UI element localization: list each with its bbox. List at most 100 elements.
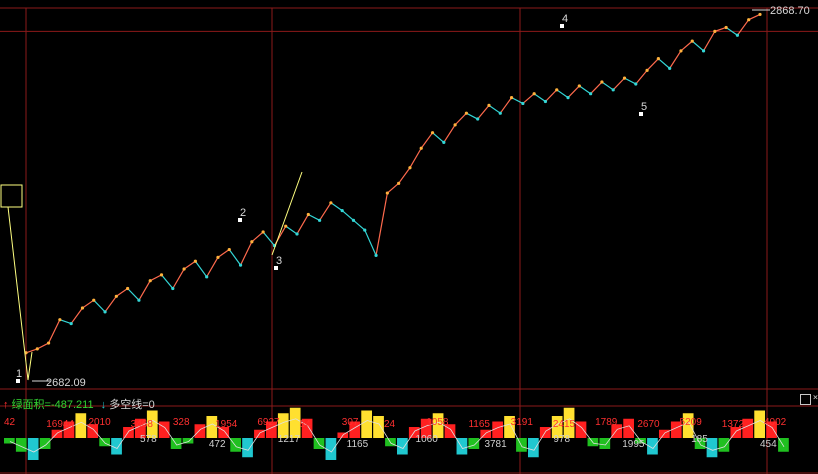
- indicator-bar: [349, 421, 361, 438]
- indicator-subtitle: 多空线=0: [109, 399, 155, 411]
- price-segment: [567, 85, 580, 99]
- price-segment: [612, 77, 625, 91]
- price-segment: [330, 202, 343, 212]
- price-segment: [578, 85, 591, 95]
- indicator-number-label: 185: [691, 434, 708, 445]
- wave-label-4: 4: [562, 13, 568, 25]
- price-point: [634, 82, 638, 86]
- restore-icon[interactable]: [800, 394, 811, 405]
- indicator-number-label: 1058: [426, 417, 449, 428]
- price-point: [498, 111, 502, 115]
- indicator-number-label: 1954: [215, 419, 238, 430]
- price-point: [114, 294, 118, 298]
- indicator-bar: [611, 424, 623, 438]
- indicator-number-label: 84: [300, 419, 312, 430]
- price-segment: [285, 225, 298, 235]
- price-segment: [499, 97, 513, 114]
- indicator-bar: [706, 438, 718, 458]
- indicator-number-label: 3468: [131, 419, 154, 430]
- grid-lines: [0, 7, 818, 474]
- price-point: [476, 117, 480, 121]
- price-point: [374, 253, 378, 257]
- price-low-label: 2682.09: [46, 377, 86, 389]
- indicator-bar: [670, 421, 682, 438]
- price-point: [487, 103, 491, 107]
- price-segment: [714, 26, 727, 32]
- price-segment: [601, 81, 614, 91]
- price-labels: 2868.70 2682.09: [46, 5, 810, 389]
- indicator-bar: [397, 438, 408, 455]
- indicator-number-label: 978: [553, 434, 570, 445]
- price-point: [645, 68, 649, 72]
- price-point: [205, 275, 209, 279]
- indicator-bar: [266, 421, 277, 438]
- price-segment: [725, 26, 738, 36]
- price-point: [159, 273, 164, 277]
- price-point: [46, 341, 51, 345]
- price-point: [747, 18, 751, 22]
- price-point: [261, 230, 265, 234]
- indicator-bar: [146, 410, 158, 438]
- indicator-bar: [373, 416, 384, 438]
- price-point: [103, 310, 107, 314]
- indicator-bar: [63, 421, 75, 438]
- price-segment: [669, 50, 682, 69]
- indicator-bar: [778, 438, 789, 452]
- indicator-number-label: 328: [173, 417, 190, 428]
- indicator-bar: [218, 427, 230, 438]
- indicator-title: 绿面积=-487.211: [11, 399, 94, 411]
- price-point: [713, 29, 717, 33]
- price-point: [464, 111, 468, 115]
- price-point: [419, 146, 423, 150]
- price-point: [69, 321, 73, 326]
- indicator-bar: [504, 416, 515, 438]
- indicator-bar: [301, 418, 313, 438]
- price-point: [543, 99, 548, 104]
- price-segment: [308, 213, 320, 221]
- price-point: [521, 101, 525, 106]
- wave-label-5: 5: [641, 101, 647, 113]
- price-point: [758, 12, 762, 17]
- wave-structure: 1 2 3 4 5: [0, 9, 770, 383]
- price-segment: [296, 214, 309, 235]
- price-segment: [59, 319, 72, 325]
- indicator-bar: [4, 438, 15, 444]
- indicator-bar: [242, 438, 253, 458]
- indicator-bar: [742, 418, 754, 438]
- price-segment: [635, 69, 648, 85]
- price-point: [735, 33, 740, 37]
- indicator-number-label: 6927: [257, 417, 280, 428]
- indicator-number-label: 24: [384, 419, 396, 430]
- indicator-bar: [75, 413, 87, 438]
- indicator-number-label: 1217: [278, 434, 301, 445]
- price-segment: [217, 249, 230, 258]
- price-segment: [409, 147, 422, 169]
- indicator-bar: [754, 410, 765, 438]
- wave-marker-4: [560, 24, 564, 28]
- indicator-bar: [575, 421, 587, 438]
- indicator-number-label: 2670: [637, 419, 660, 430]
- indicator-bar: [623, 418, 634, 438]
- close-icon[interactable]: ×: [812, 393, 818, 403]
- indicator-bar: [682, 413, 694, 438]
- indicator-bar: [730, 427, 742, 438]
- price-point: [430, 131, 435, 135]
- indicator-bar: [39, 438, 51, 449]
- indicator-bar: [230, 438, 241, 452]
- indicator-bar: [289, 407, 301, 438]
- price-segment: [70, 307, 83, 324]
- indicator-bar: [468, 438, 480, 449]
- indicator-bar: [194, 424, 206, 438]
- price-point: [193, 259, 197, 263]
- price-segment: [194, 260, 208, 278]
- price-segment: [466, 112, 478, 120]
- indicator-number-label: 5209: [680, 417, 703, 428]
- wave-marker-5: [639, 112, 643, 116]
- indicator-bar: [206, 416, 218, 438]
- wave-label-2: 2: [240, 207, 246, 219]
- indicator-bar: [551, 416, 563, 438]
- price-segment: [488, 104, 501, 114]
- price-segment: [511, 97, 524, 104]
- price-point: [92, 298, 96, 302]
- price-line[interactable]: [24, 12, 762, 355]
